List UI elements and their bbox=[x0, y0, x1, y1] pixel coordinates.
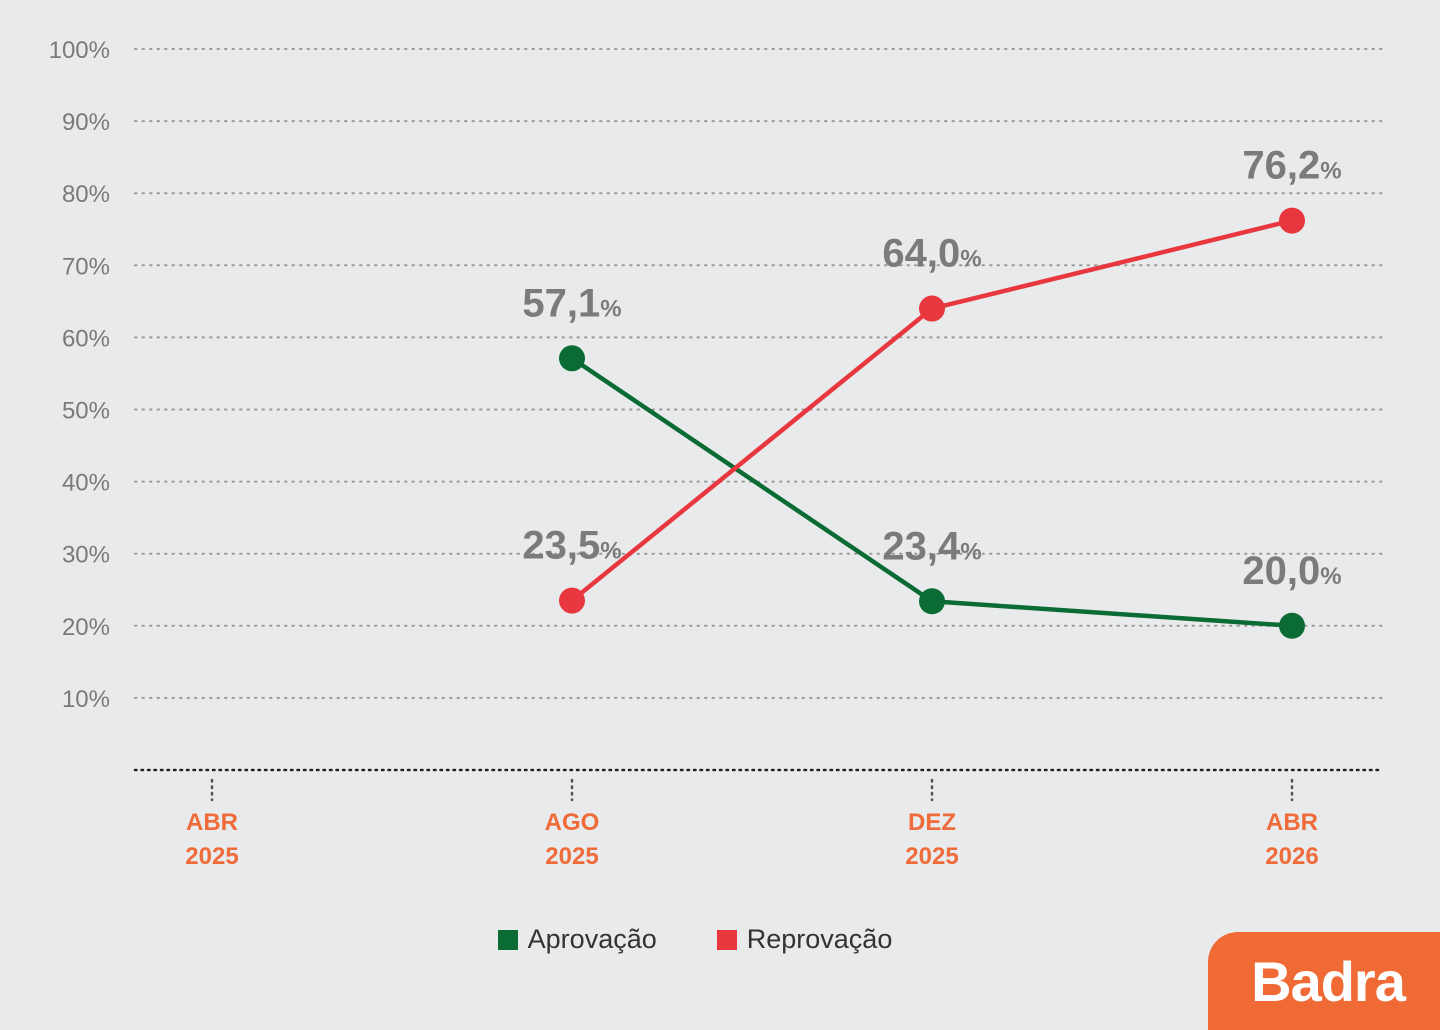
data-label: 23,5% bbox=[522, 524, 621, 568]
y-tick-label: 50% bbox=[62, 398, 110, 425]
y-tick-label: 60% bbox=[62, 325, 110, 352]
x-tick-label: 2025 bbox=[545, 843, 598, 870]
legend-label: Aprovação bbox=[527, 924, 657, 954]
data-label: 20,0% bbox=[1242, 549, 1341, 593]
data-point bbox=[1279, 612, 1305, 639]
data-point bbox=[919, 295, 945, 322]
data-point bbox=[559, 587, 585, 614]
y-tick-label: 100% bbox=[49, 37, 110, 64]
data-label: 23,4% bbox=[882, 524, 981, 568]
legend-item: Aprovação bbox=[497, 924, 657, 955]
series-line-0 bbox=[570, 356, 1293, 629]
data-point bbox=[1279, 207, 1305, 234]
data-label: 57,1% bbox=[522, 281, 621, 325]
x-tick-label: AGO bbox=[545, 809, 600, 836]
x-tick-label: ABR bbox=[186, 809, 238, 836]
logo-text: Badra bbox=[1251, 949, 1406, 1013]
y-tick-label: 40% bbox=[62, 470, 110, 497]
y-tick-label: 70% bbox=[62, 253, 110, 280]
x-tick-label: 2026 bbox=[1265, 843, 1318, 870]
y-tick-label: 90% bbox=[62, 109, 110, 136]
data-label: 64,0% bbox=[882, 232, 981, 276]
brand-logo: Badra bbox=[1208, 932, 1440, 1030]
legend-item: Reprovação bbox=[716, 924, 893, 955]
data-point bbox=[919, 588, 945, 615]
data-label: 76,2% bbox=[1242, 144, 1341, 188]
legend-swatch bbox=[716, 929, 737, 950]
x-tick-label: 2025 bbox=[185, 843, 238, 870]
y-tick-label: 30% bbox=[62, 542, 110, 569]
legend-swatch bbox=[497, 929, 518, 950]
y-tick-label: 20% bbox=[62, 614, 110, 641]
legend-label: Reprovação bbox=[746, 924, 893, 954]
x-tick-label: ABR bbox=[1266, 809, 1318, 836]
line-chart: 100% 90% 80% 70% 60% 50% 40% 30% 20% 10% ABR 2025 AG… bbox=[49, 37, 1384, 870]
legend: Aprovação Reprovação bbox=[0, 924, 1440, 955]
data-point bbox=[559, 345, 585, 372]
x-tick-label: DEZ bbox=[908, 809, 956, 836]
y-tick-label: 10% bbox=[62, 686, 110, 713]
x-tick-label: 2025 bbox=[905, 843, 958, 870]
y-tick-label: 80% bbox=[62, 181, 110, 208]
